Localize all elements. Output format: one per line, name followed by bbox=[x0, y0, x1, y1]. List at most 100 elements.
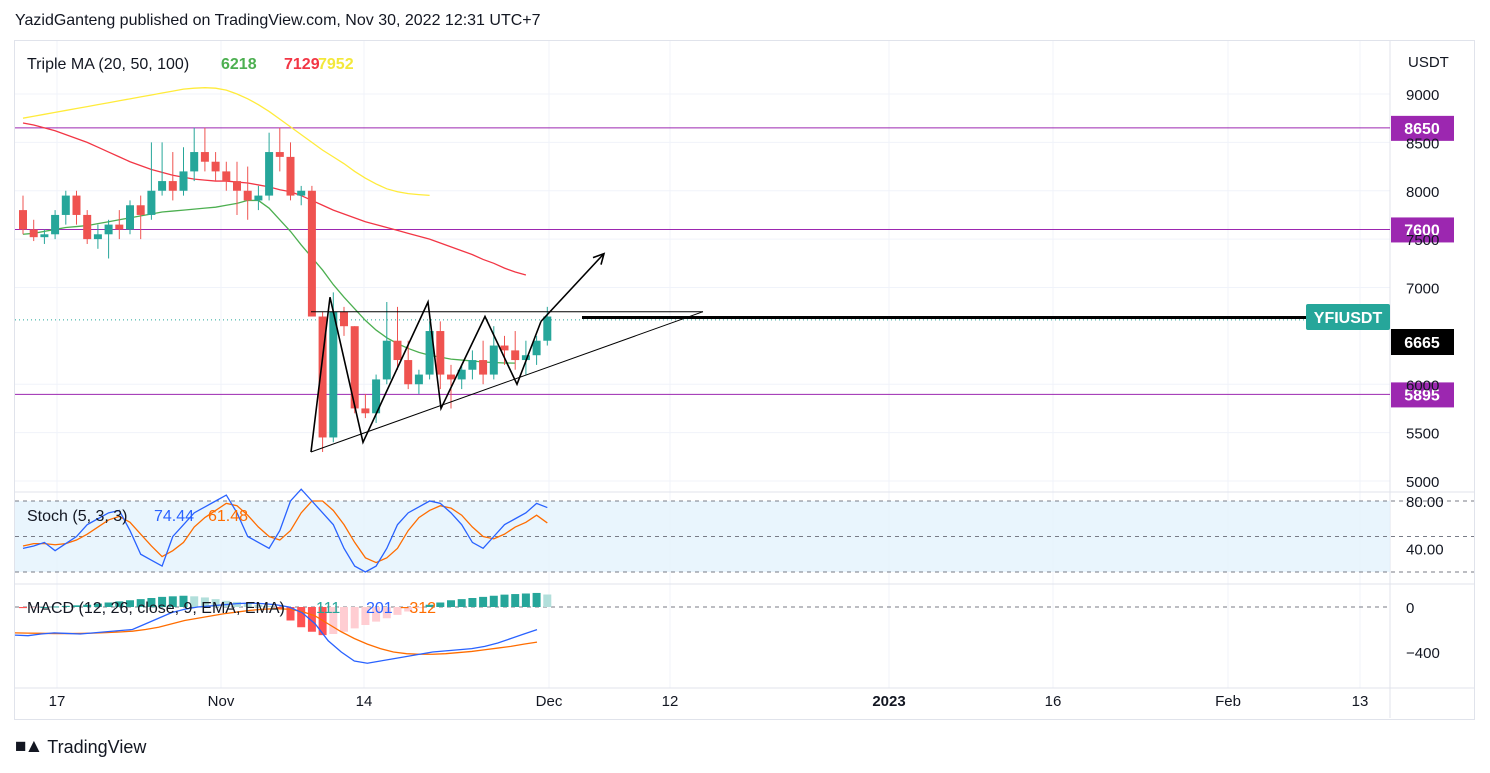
candle-body bbox=[318, 316, 327, 438]
candle-body bbox=[329, 311, 338, 438]
grid bbox=[15, 41, 1474, 718]
level-label: 7600 bbox=[1404, 222, 1440, 239]
tradingview-logo-icon: ■▲ bbox=[15, 736, 43, 757]
level-label-bg bbox=[1391, 217, 1454, 243]
candle-body bbox=[115, 224, 124, 230]
macd-histogram-bar bbox=[361, 607, 370, 625]
candle-body bbox=[468, 360, 477, 370]
macd-histogram-bar bbox=[307, 607, 316, 632]
price-tick-label: 8500 bbox=[1406, 135, 1439, 152]
macd-tick-label: −400 bbox=[1406, 645, 1440, 662]
macd-histogram-bar bbox=[447, 600, 455, 607]
current-price-bg bbox=[1391, 329, 1454, 355]
time-tick-label: Feb bbox=[1215, 693, 1241, 710]
candle-body bbox=[414, 374, 423, 385]
macd-histogram-bar bbox=[436, 602, 445, 607]
stoch-d-line bbox=[22, 500, 548, 564]
candle-body bbox=[51, 214, 60, 235]
candle-body bbox=[19, 210, 27, 230]
candle-body bbox=[436, 331, 445, 375]
macd-histogram-bar bbox=[233, 601, 241, 607]
macd-histogram-bar bbox=[254, 604, 263, 607]
candle-body bbox=[29, 229, 38, 238]
arrow-head bbox=[592, 252, 606, 265]
candle-body bbox=[83, 214, 92, 240]
stoch-tick-label: 80.00 bbox=[1406, 494, 1444, 511]
ma100-line bbox=[22, 87, 430, 197]
macd-pane bbox=[14, 592, 1390, 664]
stoch-pane bbox=[15, 488, 1474, 573]
macd-histogram-bar bbox=[382, 607, 391, 619]
level-label-bg bbox=[1391, 382, 1454, 408]
macd-line bbox=[14, 602, 538, 664]
ma-legend-value: 7952 bbox=[318, 56, 354, 73]
time-tick-label: Nov bbox=[208, 693, 235, 710]
macd-histogram-bar bbox=[51, 606, 60, 608]
macd-histogram-bar bbox=[179, 595, 188, 607]
ma50-line bbox=[22, 122, 527, 276]
candle-body bbox=[350, 326, 359, 409]
candle-body bbox=[233, 181, 241, 191]
macd-histogram-bar bbox=[29, 607, 38, 608]
macd-histogram-bar bbox=[404, 607, 413, 612]
candle-body bbox=[61, 195, 70, 215]
candle-body bbox=[286, 156, 295, 196]
level-label-bg bbox=[1391, 115, 1454, 141]
macd-histogram-bar bbox=[243, 603, 252, 607]
candle-body bbox=[489, 345, 498, 375]
candle-body bbox=[447, 374, 455, 380]
level-label: 8650 bbox=[1404, 121, 1440, 138]
candle-body bbox=[382, 340, 391, 380]
price-tick-label: 5500 bbox=[1406, 426, 1439, 443]
level-label: 5895 bbox=[1404, 387, 1440, 404]
macd-histogram-bar bbox=[200, 597, 209, 607]
ma-legend-value: 6218 bbox=[221, 56, 257, 73]
macd-histogram-bar bbox=[350, 607, 359, 629]
stoch-legend-k: 74.44 bbox=[154, 508, 194, 525]
candle-body bbox=[200, 152, 209, 162]
macd-histogram-bar bbox=[83, 604, 92, 607]
level-lines: 8650 7600 5895 bbox=[15, 115, 1454, 408]
footer-brand: TradingView bbox=[47, 736, 147, 757]
time-tick-label: 17 bbox=[49, 693, 66, 710]
macd-histogram-bar bbox=[479, 596, 488, 607]
publish-header: YazidGanteng published on TradingView.co… bbox=[15, 12, 541, 29]
macd-histogram-bar bbox=[500, 594, 509, 607]
time-tick-label: 2023 bbox=[872, 693, 905, 710]
macd-histogram-bar bbox=[521, 593, 530, 607]
candle-body bbox=[404, 360, 413, 385]
candle-body bbox=[168, 181, 177, 191]
macd-histogram-bar bbox=[61, 605, 70, 607]
candle-body bbox=[479, 360, 488, 375]
candle-body bbox=[521, 355, 530, 361]
candle-body bbox=[136, 205, 145, 215]
triangle-bottom bbox=[310, 311, 704, 453]
stoch-legend-d: 61.48 bbox=[208, 508, 248, 525]
time-tick-label: 14 bbox=[356, 693, 373, 710]
stoch-legend-name: Stoch (5, 3, 3) bbox=[27, 508, 128, 525]
candle-body bbox=[543, 316, 552, 341]
macd-histogram-bar bbox=[468, 598, 477, 607]
candle-body bbox=[211, 161, 220, 172]
candle-body bbox=[104, 224, 113, 235]
footer[interactable]: ■▲ TradingView bbox=[15, 736, 146, 758]
stoch-k-line bbox=[22, 488, 548, 573]
macd-histogram-bar bbox=[489, 595, 498, 607]
breakout-arrow bbox=[540, 253, 605, 322]
price-tick-label: 9000 bbox=[1406, 87, 1439, 104]
time-tick-label: Dec bbox=[536, 693, 563, 710]
candle-body bbox=[275, 152, 284, 157]
macd-histogram-bar bbox=[168, 596, 177, 607]
symbol-label: YFIUSDT bbox=[1314, 310, 1383, 327]
price-tick-label: 8000 bbox=[1406, 184, 1439, 201]
macd-histogram-bar bbox=[297, 607, 306, 628]
macd-legend-macd: 201 bbox=[366, 600, 393, 617]
stoch-tick-label: 40.00 bbox=[1406, 541, 1444, 558]
macd-legend-hist: 111 bbox=[316, 600, 340, 617]
macd-histogram-bar bbox=[211, 599, 220, 607]
candle-body bbox=[93, 234, 102, 240]
candle-body bbox=[72, 195, 81, 215]
candles bbox=[19, 127, 552, 452]
candle-body bbox=[372, 379, 381, 414]
